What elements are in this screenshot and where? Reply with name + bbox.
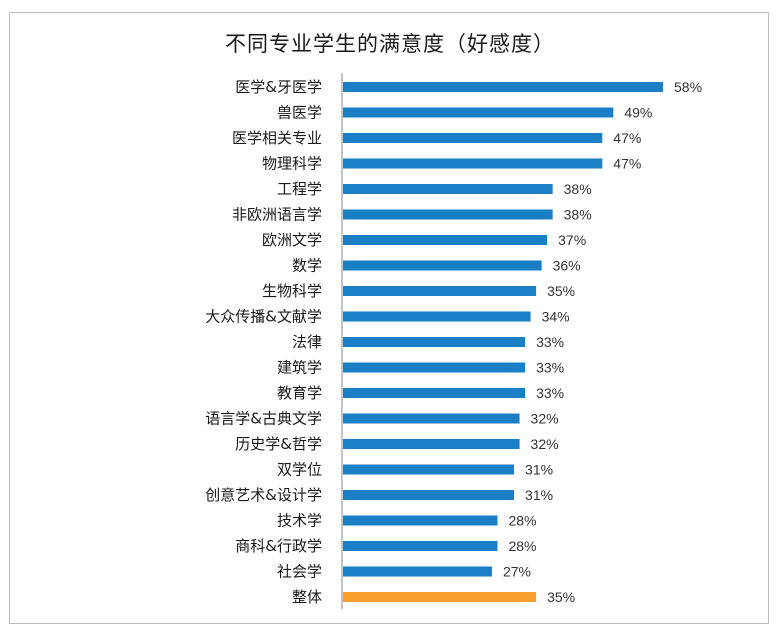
category-label: 物理科学 [262, 155, 322, 173]
value-label: 34% [542, 309, 570, 325]
value-label: 47% [613, 130, 641, 146]
bar [343, 82, 663, 92]
category-label: 医学&牙医学 [235, 78, 322, 96]
bar [343, 515, 498, 526]
value-label: 37% [558, 232, 586, 248]
value-label: 33% [536, 385, 564, 401]
category-label: 技术学 [277, 512, 322, 530]
category-label: 非欧洲语言学 [232, 206, 322, 224]
category-label: 创意艺术&设计学 [205, 486, 322, 504]
value-label: 27% [503, 564, 531, 580]
category-label: 双学位 [277, 461, 322, 479]
chart-title: 不同专业学生的满意度（好感度） [225, 32, 555, 56]
category-label: 语言学&古典文学 [205, 410, 322, 428]
category-label: 数学 [292, 257, 322, 275]
bar [343, 337, 526, 347]
category-label: 教育学 [277, 384, 322, 402]
bar [343, 413, 520, 424]
category-label: 整体 [292, 588, 322, 606]
bar [343, 566, 492, 577]
bar [343, 388, 526, 398]
bar [343, 158, 603, 169]
category-label: 欧洲文学 [262, 231, 322, 249]
value-label: 28% [508, 538, 536, 554]
bar [343, 235, 548, 245]
category-label: 大众传播&文献学 [205, 308, 322, 326]
value-label: 47% [613, 156, 641, 172]
value-label: 28% [508, 513, 536, 529]
bar [343, 209, 553, 220]
bar [343, 541, 498, 551]
category-label: 工程学 [277, 180, 322, 198]
value-label: 36% [553, 258, 581, 274]
bar [343, 184, 553, 194]
value-label: 32% [531, 411, 559, 427]
bar [343, 490, 515, 500]
bar [343, 286, 537, 296]
value-label: 35% [547, 589, 575, 605]
bar [343, 464, 515, 475]
value-label: 38% [564, 181, 592, 197]
category-label: 生物科学 [262, 282, 322, 300]
bar [343, 260, 542, 271]
bar [343, 439, 520, 449]
category-label: 医学相关专业 [232, 129, 322, 147]
value-label: 33% [536, 334, 564, 350]
value-label: 33% [536, 360, 564, 376]
category-label: 法律 [292, 333, 322, 351]
value-label: 58% [674, 79, 702, 95]
bar-overall [343, 592, 537, 602]
category-label: 兽医学 [277, 104, 322, 122]
bar [343, 362, 526, 373]
value-label: 38% [564, 207, 592, 223]
category-label: 建筑学 [277, 359, 322, 377]
value-label: 35% [547, 283, 575, 299]
bar [343, 311, 531, 322]
value-label: 31% [525, 462, 553, 478]
bar [343, 107, 614, 118]
value-label: 32% [531, 436, 559, 452]
category-label: 商科&行政学 [235, 537, 322, 555]
category-label: 社会学 [277, 563, 322, 581]
category-label: 历史学&哲学 [235, 435, 322, 453]
bar [343, 133, 603, 143]
value-label: 49% [624, 105, 652, 121]
value-label: 31% [525, 487, 553, 503]
